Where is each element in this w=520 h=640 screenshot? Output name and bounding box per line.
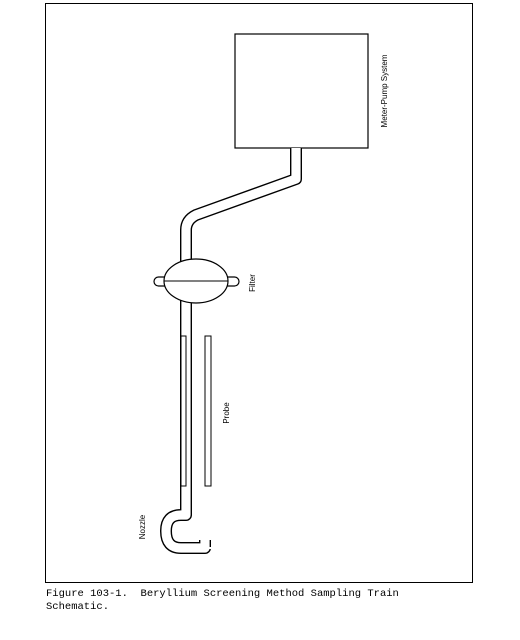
filter-label: Filter	[248, 274, 257, 292]
probe-sheath-left	[180, 335, 187, 487]
nozzle-label: Nozzle	[138, 514, 147, 539]
figure-frame	[45, 3, 473, 583]
probe-sheath	[180, 335, 212, 487]
sampling-line-inner	[161, 148, 301, 553]
filter-holder	[153, 258, 240, 304]
figure-caption: Figure 103-1. Beryllium Screening Method…	[46, 588, 399, 613]
probe-sheath-right	[204, 335, 212, 487]
sampling-line	[160, 148, 302, 554]
meter-pump-label: Meter-Pump System	[380, 54, 389, 127]
probe-label: Probe	[222, 402, 231, 424]
meter-pump-system-box	[234, 33, 369, 149]
